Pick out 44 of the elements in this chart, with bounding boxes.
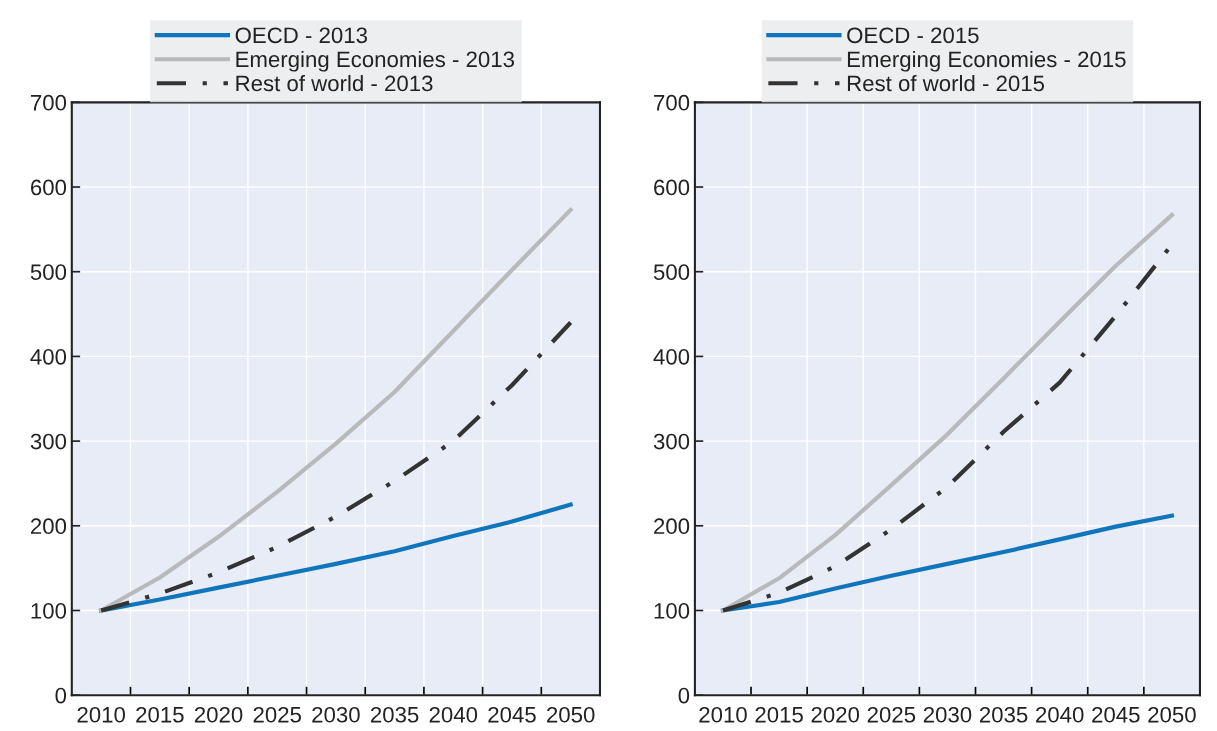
- line-series: [99, 207, 573, 613]
- x-tick-label: 2050: [1148, 706, 1196, 723]
- x-tick-label: 2020: [194, 706, 243, 723]
- y-tick-label: 600: [31, 179, 67, 196]
- y-tick-label: 100: [654, 603, 690, 619]
- x-tick-label: 2025: [867, 706, 916, 723]
- y-tick-label: 0: [678, 687, 690, 704]
- y-tick-label: 200: [30, 518, 67, 535]
- x-tick-label: 2015: [136, 706, 184, 723]
- line-series: [99, 502, 573, 613]
- y-tick-label: 400: [30, 348, 67, 365]
- x-tick-label: 2010: [699, 706, 747, 723]
- legend-label: Emerging Economies - 2015: [847, 50, 1126, 72]
- y-tick-label: 100: [31, 603, 67, 619]
- x-tick-label: 2035: [370, 706, 419, 723]
- y-tick-label: 500: [30, 264, 67, 280]
- y-tick-label: 0: [55, 687, 67, 704]
- y-tick-label: 300: [30, 433, 67, 450]
- x-tick-label: 2045: [488, 706, 536, 723]
- legend-label: Rest of world - 2013: [236, 74, 433, 92]
- y-tick-label: 600: [654, 179, 690, 196]
- legend-label: Rest of world - 2015: [847, 74, 1045, 92]
- x-tick-label: 2015: [755, 706, 803, 723]
- x-tick-label: 2045: [1092, 706, 1140, 723]
- x-tick-label: 2025: [253, 706, 301, 723]
- legend-label: Emerging Economies - 2013: [236, 50, 515, 72]
- x-tick-label: 2030: [312, 706, 360, 723]
- x-tick-label: 2035: [979, 706, 1028, 723]
- x-tick-label: 2020: [811, 706, 860, 723]
- x-tick-label: 2040: [1036, 706, 1084, 723]
- y-tick-label: 400: [653, 348, 690, 365]
- legend-label: OECD - 2013: [235, 27, 367, 44]
- x-tick-label: 2040: [429, 706, 478, 723]
- x-tick-label: 2050: [547, 706, 595, 723]
- y-tick-label: 700: [31, 94, 67, 111]
- line-series: [99, 320, 573, 613]
- y-tick-label: 300: [653, 433, 690, 450]
- line-series: [720, 513, 1174, 613]
- legend-label: OECD - 2015: [847, 27, 979, 44]
- y-tick-label: 500: [653, 264, 690, 280]
- x-tick-label: 2010: [77, 706, 125, 723]
- y-tick-label: 200: [654, 518, 690, 535]
- y-tick-label: 700: [654, 94, 690, 111]
- x-tick-label: 2030: [923, 706, 972, 723]
